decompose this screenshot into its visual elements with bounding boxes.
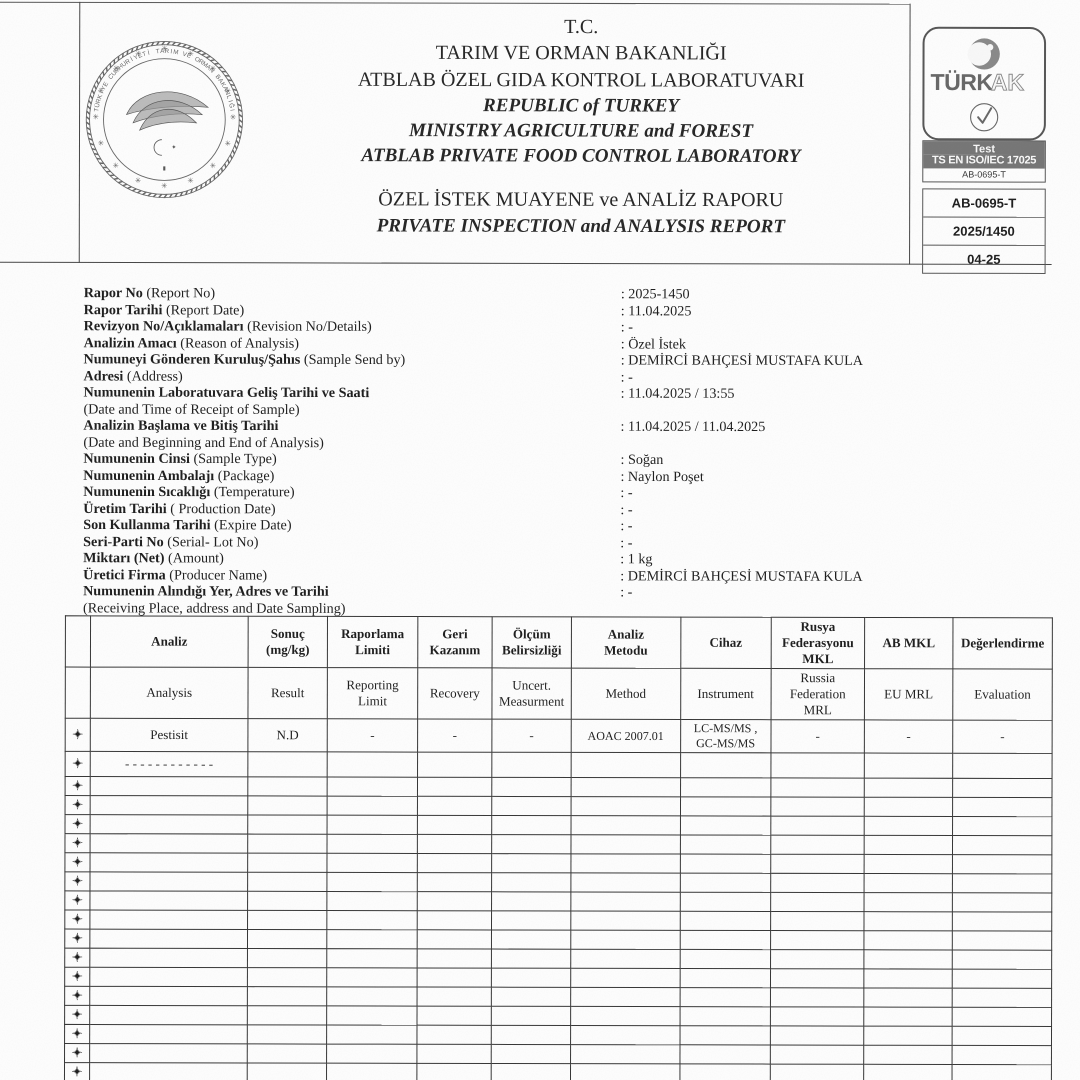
svg-text:✳: ✳ bbox=[161, 181, 167, 190]
svg-text:✳: ✳ bbox=[187, 176, 193, 185]
svg-text:Ğ: Ğ bbox=[227, 103, 235, 109]
svg-text:✳: ✳ bbox=[135, 176, 141, 185]
svg-text:✳: ✳ bbox=[230, 113, 236, 122]
svg-text:✳: ✳ bbox=[93, 112, 99, 121]
svg-text:M: M bbox=[173, 49, 179, 57]
svg-text:✳: ✳ bbox=[98, 139, 104, 148]
svg-text:✳: ✳ bbox=[210, 161, 216, 170]
svg-text:İ: İ bbox=[147, 50, 151, 57]
svg-text:T: T bbox=[142, 50, 148, 58]
svg-text:✳: ✳ bbox=[113, 161, 119, 170]
svg-text:I: I bbox=[228, 109, 235, 112]
svg-text:✳: ✳ bbox=[225, 139, 231, 148]
svg-text:AK: AK bbox=[991, 69, 1025, 95]
svg-text:R: R bbox=[164, 48, 169, 55]
svg-text:TÜRK: TÜRK bbox=[930, 69, 993, 95]
svg-text:✦: ✦ bbox=[171, 144, 176, 151]
